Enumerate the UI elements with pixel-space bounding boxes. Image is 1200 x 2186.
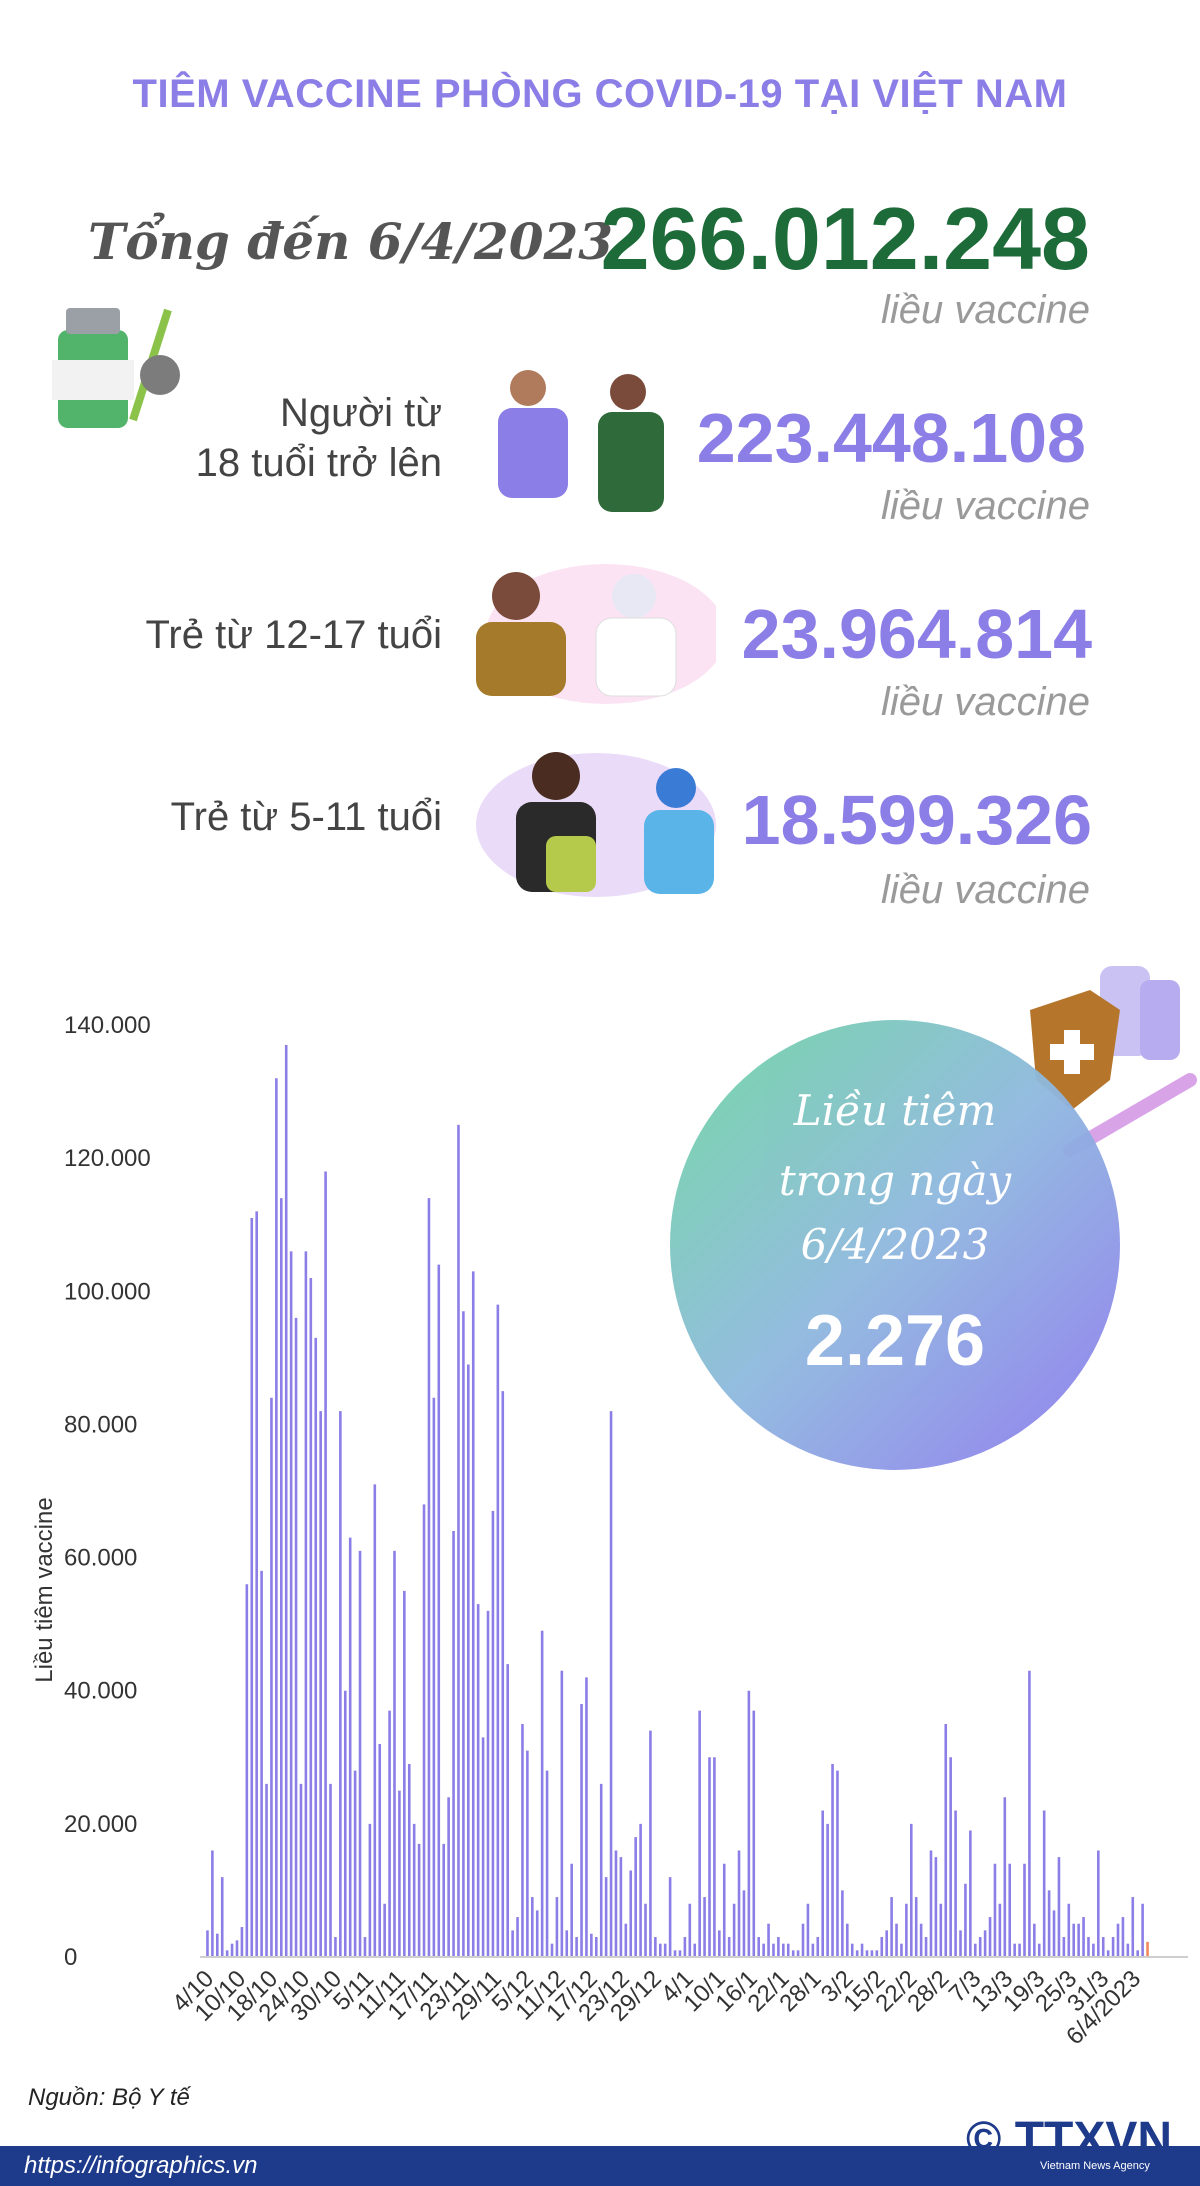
- group-adult-value: 223.448.108: [696, 399, 1086, 477]
- y-tick-label: 100.000: [64, 1278, 151, 1305]
- daily-doses-circle: Liều tiêm trong ngày 6/4/2023 2.276: [670, 1020, 1120, 1470]
- y-tick-label: 140.000: [64, 1012, 151, 1039]
- source-note: Nguồn: Bộ Y tế: [28, 2084, 190, 2111]
- group-adult-unit: liều vaccine: [880, 484, 1090, 528]
- y-tick-label: 0: [64, 1944, 77, 1971]
- page-title: TIÊM VACCINE PHÒNG COVID-19 TẠI VIỆT NAM: [132, 72, 1068, 116]
- daily-value: 2.276: [804, 1301, 986, 1381]
- vaccine-bottle-icon: [52, 308, 180, 428]
- group-adult-label-line2: 18 tuổi trở lên: [195, 441, 442, 485]
- total-unit: liều vaccine: [880, 288, 1090, 332]
- daily-label-line2: trong ngày: [778, 1156, 1012, 1205]
- group-12-17-unit: liều vaccine: [880, 680, 1090, 724]
- adult-vaccination-illustration: [498, 370, 664, 512]
- daily-label-line1: Liều tiêm: [793, 1086, 997, 1135]
- group-12-17-value: 23.964.814: [741, 595, 1092, 673]
- y-tick-label: 40.000: [64, 1678, 137, 1705]
- y-tick-label: 60.000: [64, 1545, 137, 1572]
- y-tick-label: 20.000: [64, 1811, 137, 1838]
- daily-doses-chart: 0 20.000 40.000 60.000 80.000 100.000 120.000 1…: [31, 1012, 1188, 2050]
- daily-date: 6/4/2023: [800, 1220, 990, 1269]
- y-tick-label: 80.000: [64, 1411, 137, 1438]
- y-axis-tick-labels: 0 20.000 40.000 60.000 80.000 100.000 120.000 1…: [64, 1012, 151, 1971]
- group-12-17-label: Trẻ từ 12-17 tuổi: [145, 613, 442, 657]
- bar-series: [206, 1044, 1149, 1957]
- logo-subtitle: Vietnam News Agency: [1040, 2160, 1150, 2172]
- x-axis-tick-labels: 4/1010/1018/1024/1030/105/1111/1117/1123…: [167, 1965, 1146, 2050]
- child-vaccination-illustration: [476, 752, 716, 897]
- group-5-11-unit: liều vaccine: [880, 868, 1090, 912]
- group-adult-label: Người từ 18 tuổi trở lên: [22, 388, 442, 488]
- group-adult-label-line1: Người từ: [279, 391, 442, 435]
- y-tick-label: 120.000: [64, 1145, 151, 1172]
- teen-vaccination-illustration: [476, 564, 716, 704]
- total-label: Tổng đến 6/4/2023: [88, 212, 614, 271]
- total-value: 266.012.248: [600, 189, 1090, 288]
- group-5-11-value: 18.599.326: [741, 781, 1092, 859]
- group-5-11-label: Trẻ từ 5-11 tuổi: [170, 795, 442, 839]
- footer-url[interactable]: https://infographics.vn: [24, 2152, 258, 2179]
- footer-bar: [0, 2146, 1200, 2186]
- y-axis-label: Liều tiêm vaccine: [31, 1497, 58, 1682]
